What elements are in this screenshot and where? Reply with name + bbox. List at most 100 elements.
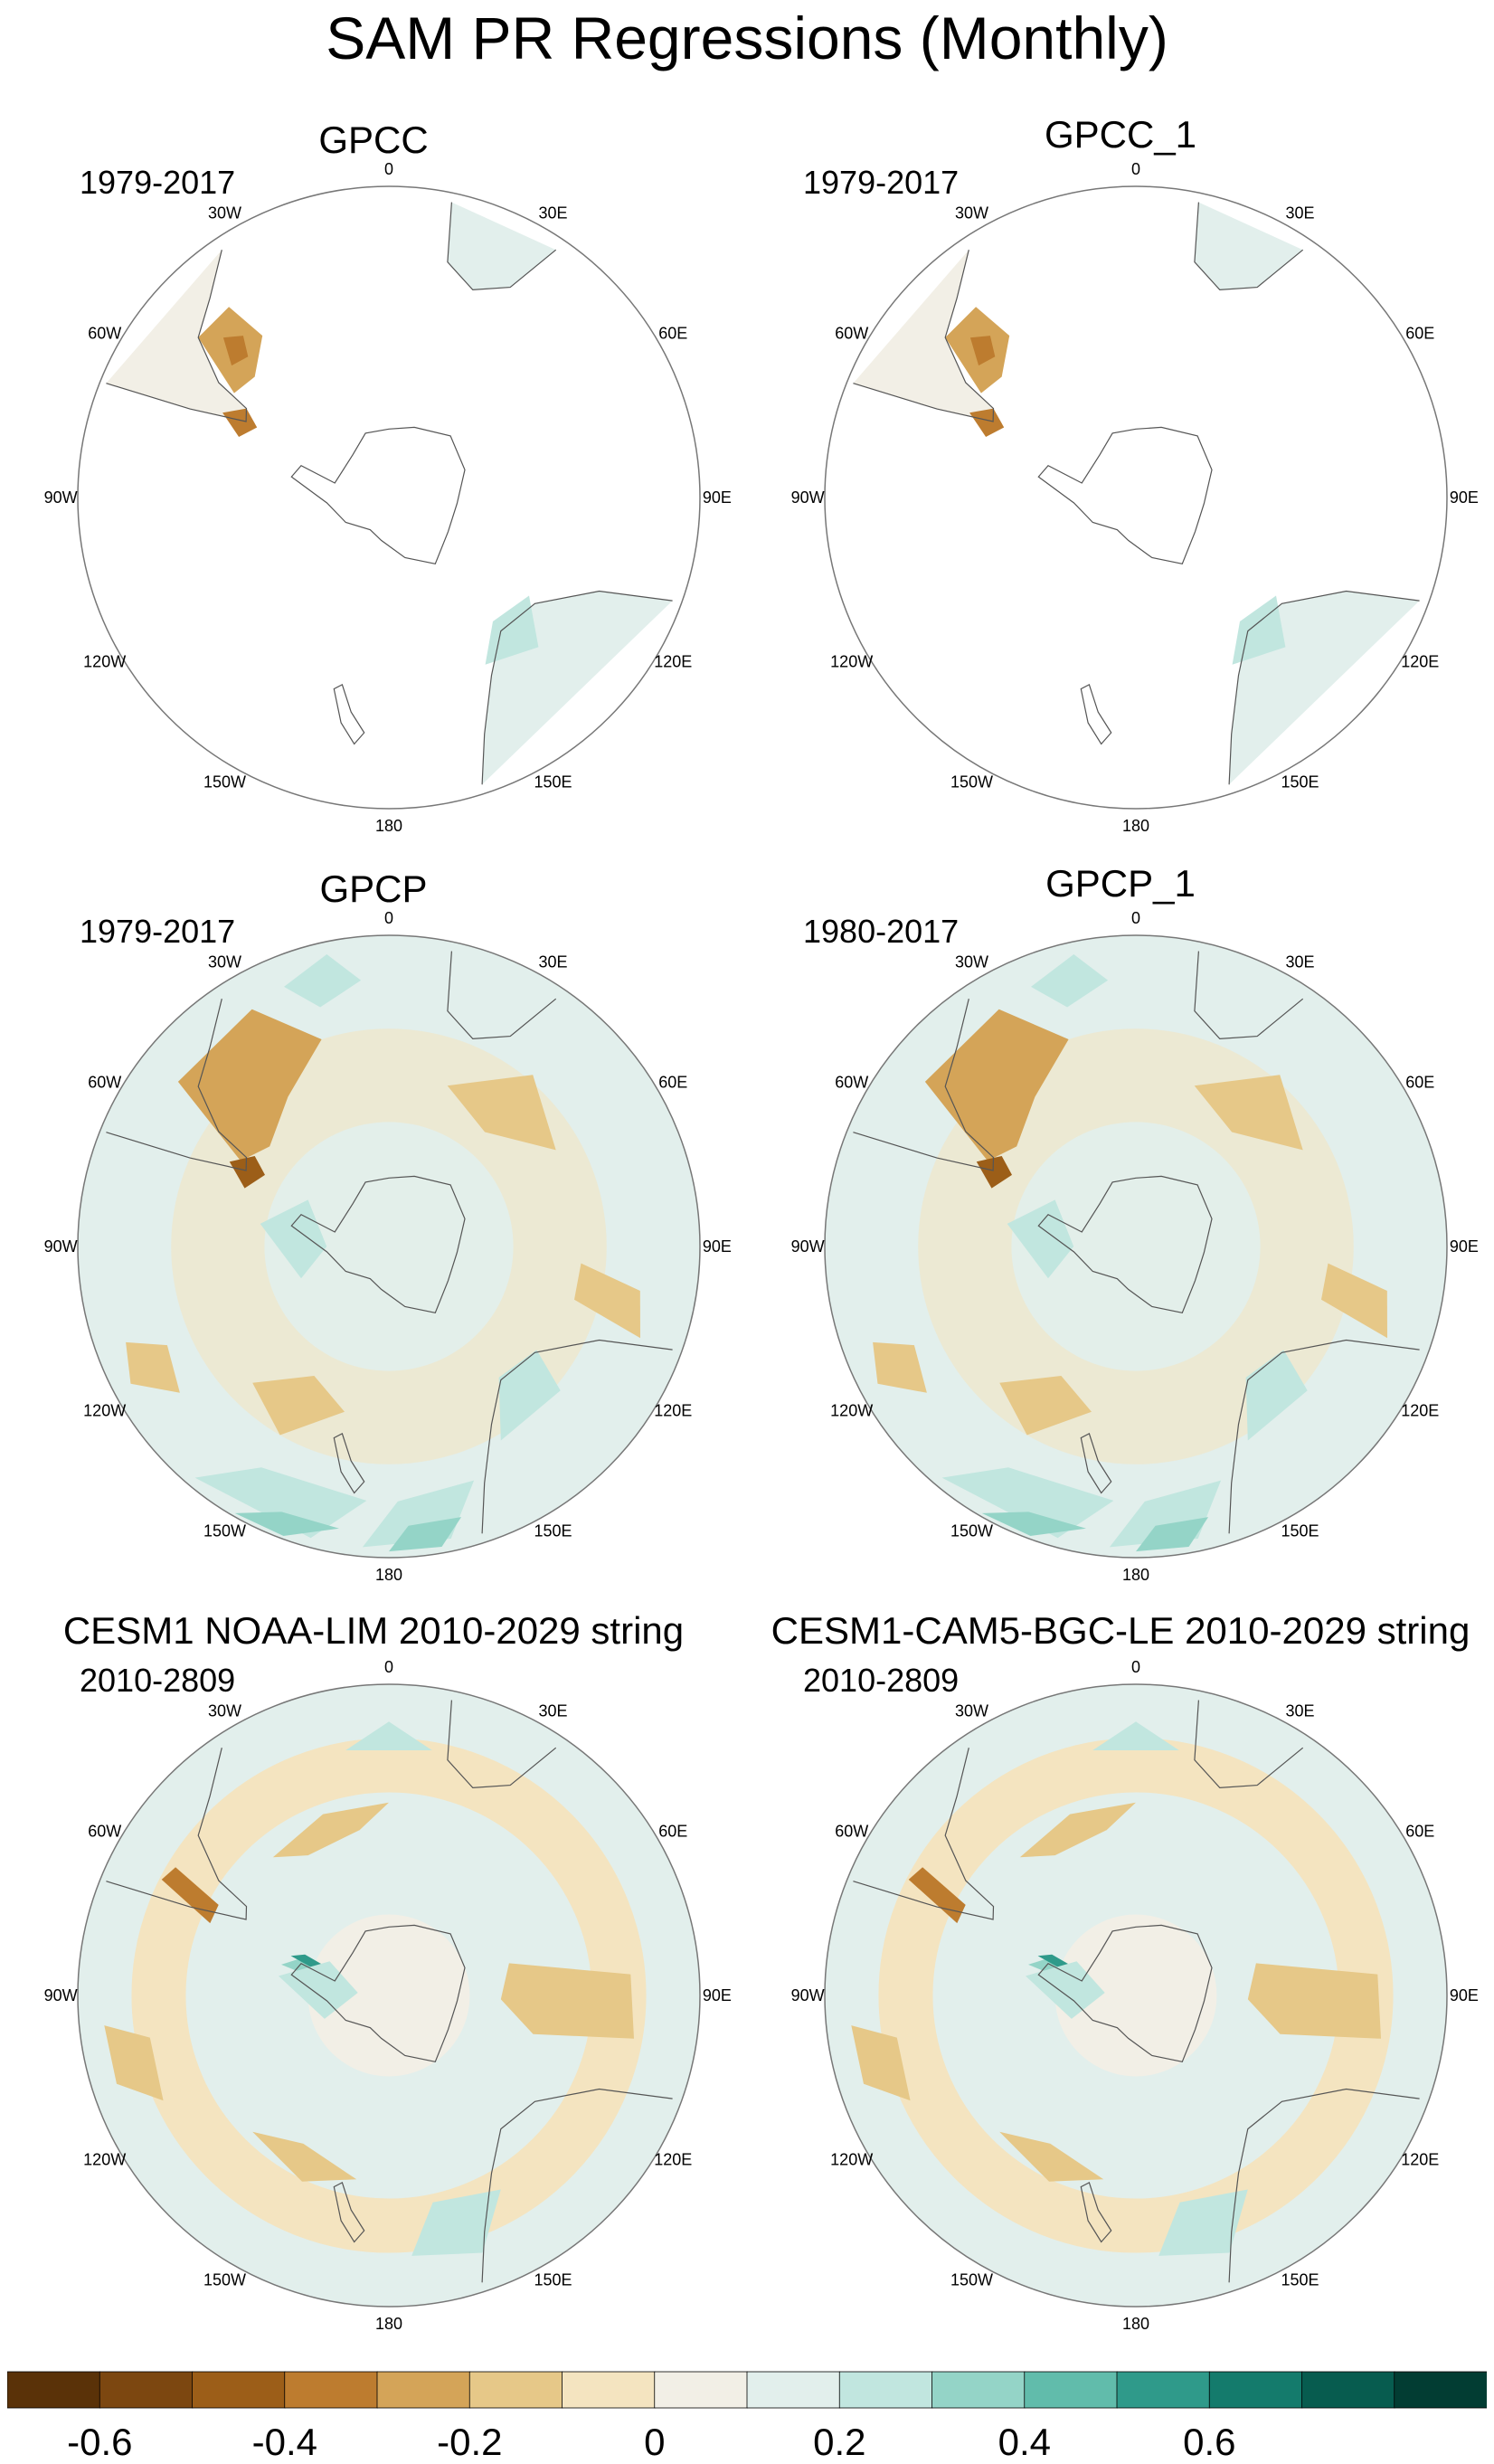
longitude-label: 180 <box>1122 1566 1149 1584</box>
field-anomaly <box>1019 1802 1136 1858</box>
colorbar-swatch <box>1208 2371 1303 2409</box>
coastline <box>1194 202 1304 291</box>
field-anomaly <box>1247 1963 1381 2039</box>
coastline <box>290 1175 466 1313</box>
longitude-label: 90E <box>1450 1986 1479 2004</box>
coastline <box>1037 1924 1213 2062</box>
colorbar-swatch <box>7 2371 101 2409</box>
colorbar: -0.6 -0.4 -0.2 0 0.2 0.4 0.6 <box>7 2371 1487 2460</box>
field-anomaly <box>272 1802 389 1858</box>
longitude-label: 30E <box>1285 204 1314 223</box>
longitude-label: 0 <box>1131 1658 1140 1676</box>
field-anomaly <box>498 1350 561 1441</box>
longitude-label: 60E <box>658 1074 687 1092</box>
land-field <box>447 202 556 290</box>
longitude-label: 150W <box>203 772 246 791</box>
field-anomaly <box>234 1512 339 1536</box>
field-anomaly <box>194 1467 367 1539</box>
coastline <box>1228 590 1420 785</box>
map-panel-gpcp: GPCP 1979-2017 0 30E 60E 90E 120E 150E 180 150W… <box>0 858 747 1606</box>
colorbar-swatch <box>1116 2371 1211 2409</box>
panel-title: GPCC <box>318 118 429 161</box>
longitude-label: 0 <box>1131 909 1140 927</box>
field-anomaly <box>851 2025 911 2101</box>
longitude-label: 180 <box>375 817 402 835</box>
colorbar-tick-label: -0.6 <box>67 2421 132 2460</box>
field-anomaly <box>908 1867 966 1924</box>
longitude-label: 150W <box>950 772 993 791</box>
longitude-label: 90W <box>44 488 78 507</box>
longitude-label: 30E <box>538 204 567 223</box>
map-boundary <box>77 185 701 810</box>
field-anomaly <box>104 2025 164 2101</box>
longitude-label: 150W <box>203 1521 246 1540</box>
longitude-label: 90W <box>791 1237 825 1256</box>
longitude-label: 120W <box>830 2151 873 2169</box>
field-background <box>825 186 1447 809</box>
longitude-label: 120W <box>83 2151 126 2169</box>
field-anomaly <box>969 408 1005 437</box>
coastline <box>333 2182 365 2243</box>
field-anomaly <box>1194 1075 1303 1151</box>
field-anomaly <box>345 1721 432 1750</box>
colorbar-swatch <box>838 2371 933 2409</box>
colorbar-swatch <box>1394 2371 1487 2409</box>
panel-title: CESM1 NOAA-LIM 2010-2029 string <box>62 1609 685 1652</box>
longitude-label: 60E <box>658 325 687 343</box>
map-boundary <box>824 934 1448 1559</box>
colorbar-swatch <box>376 2371 471 2409</box>
field-anomaly <box>126 1341 180 1393</box>
field-anomaly <box>252 1376 345 1436</box>
colorbar-tick-label: 0 <box>644 2421 665 2460</box>
field-anomaly <box>389 1517 462 1552</box>
panel-title: GPCP <box>319 867 428 910</box>
longitude-label: 90E <box>1450 1237 1479 1256</box>
map-panel-gpcc-1: GPCC_1 1979-2017 0 30E 60E 90E 120E 150E 180 15… <box>747 109 1494 858</box>
longitude-label: 150W <box>203 2270 246 2289</box>
longitude-label: 120E <box>654 2151 692 2169</box>
polar-map: 0 30E 60E 90E 120E 150E 180 150W 120W 90W 60W 30W <box>44 160 732 835</box>
coastline <box>447 1700 557 1789</box>
longitude-label: 120E <box>1401 2151 1439 2169</box>
longitude-label: 120W <box>830 1402 873 1420</box>
coastline <box>447 951 557 1040</box>
longitude-label: 120E <box>654 653 692 671</box>
field-anomaly <box>999 1376 1092 1436</box>
field-background <box>78 186 700 809</box>
coastline <box>1228 2088 1420 2283</box>
longitude-label: 90W <box>791 1986 825 2004</box>
field-ring <box>1011 1122 1261 1371</box>
figure-title: SAM PR Regressions (Monthly) <box>326 5 1168 71</box>
coastline <box>481 1339 673 1534</box>
longitude-label: 60W <box>835 1074 868 1092</box>
colorbar-tick-label: -0.2 <box>437 2421 502 2460</box>
map-panel-gpcc: GPCC 1979-2017 0 30E 60E 90E 120E 150E 180 150W… <box>0 109 747 858</box>
longitude-label: 150E <box>534 2270 572 2289</box>
map-boundary <box>824 185 1448 810</box>
longitude-label: 90W <box>791 488 825 507</box>
panel-period: 1980-2017 <box>803 913 960 950</box>
longitude-label: 0 <box>384 909 393 927</box>
longitude-label: 120W <box>830 653 873 671</box>
field-anomaly <box>1245 1350 1308 1441</box>
longitude-label: 90W <box>44 1237 78 1256</box>
longitude-label: 90W <box>44 1986 78 2004</box>
longitude-label: 30E <box>538 953 567 971</box>
longitude-label: 150E <box>1281 1521 1319 1540</box>
longitude-label: 30W <box>955 1702 988 1720</box>
colorbar-swatch <box>562 2371 656 2409</box>
colorbar-swatch <box>1301 2371 1395 2409</box>
coastline <box>1037 426 1213 564</box>
panel-title: GPCC_1 <box>1044 113 1197 156</box>
coastline <box>333 684 365 745</box>
coastline <box>106 999 248 1171</box>
field-anomaly <box>485 595 539 665</box>
polar-map: 0 30E 60E 90E 120E 150E 180 150W 120W 90W 60W 30W <box>44 1658 732 2333</box>
field-anomaly <box>1232 595 1286 665</box>
field-anomaly <box>976 1156 1012 1189</box>
coastline <box>1194 1700 1304 1789</box>
polar-map: 0 30E 60E 90E 120E 150E 180 150W 120W 90W 60W 30W <box>44 909 732 1584</box>
longitude-label: 120W <box>83 653 126 671</box>
land-field <box>853 250 994 422</box>
longitude-label: 180 <box>375 1566 402 1584</box>
